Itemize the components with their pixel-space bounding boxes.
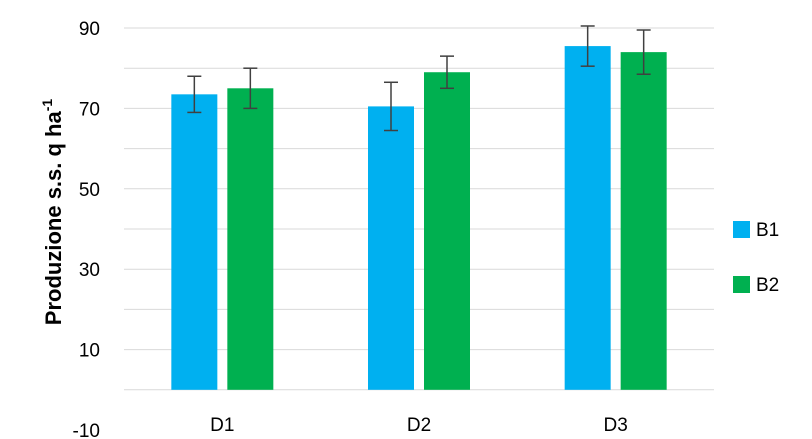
y-axis-title-main: Produzione s.s. q ha <box>41 111 66 326</box>
y-tick-label: -10 <box>73 421 100 439</box>
legend-label: B2 <box>756 275 779 296</box>
legend-label: B1 <box>756 220 779 241</box>
bar <box>564 46 611 390</box>
x-tick-label: D3 <box>604 415 628 436</box>
legend-swatch <box>733 276 750 293</box>
x-axis-ticks: D1 D2 D3 <box>210 415 628 436</box>
bar <box>368 106 414 390</box>
bar <box>424 72 470 390</box>
y-axis-title: Produzione s.s. q ha-1 <box>39 99 66 326</box>
legend: B1 B2 <box>733 220 779 296</box>
y-tick-label: 90 <box>79 19 100 40</box>
x-tick-label: D2 <box>407 415 431 436</box>
y-tick-label: 70 <box>79 99 100 120</box>
y-axis-ticks: 90 70 50 30 10 -10 <box>73 19 100 439</box>
y-axis-title-superscript: -1 <box>39 99 55 112</box>
y-tick-label: 50 <box>79 180 100 201</box>
x-tick-label: D1 <box>210 415 234 436</box>
bars <box>171 46 667 390</box>
legend-swatch <box>733 221 750 238</box>
y-tick-label: 10 <box>79 341 100 362</box>
y-tick-label: 30 <box>79 260 100 281</box>
error-bars <box>187 25 651 132</box>
gridlines <box>124 27 714 391</box>
bar <box>227 88 274 390</box>
bar <box>620 52 667 390</box>
bar <box>171 94 218 390</box>
